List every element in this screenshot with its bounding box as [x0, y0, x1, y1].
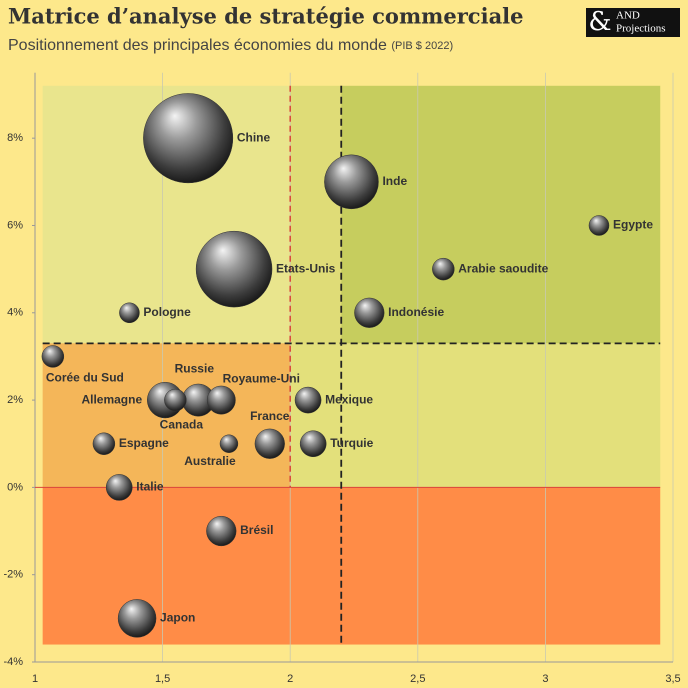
- y-tick-label: -4%: [3, 656, 23, 668]
- bubble: [432, 257, 455, 281]
- bubble: [164, 388, 187, 412]
- logo-line: AND: [616, 10, 640, 22]
- y-tick-label: -2%: [3, 569, 23, 581]
- bubble-label: Italie: [136, 480, 164, 494]
- logo-box: [586, 8, 680, 37]
- y-tick-label: 8%: [7, 132, 23, 144]
- bubble: [119, 302, 140, 324]
- bubble-label: Corée du Sud: [46, 371, 124, 385]
- bubble-label: Pologne: [143, 305, 191, 319]
- bubble: [324, 154, 379, 210]
- bubble: [105, 474, 133, 501]
- bubble-label: Egypte: [613, 218, 653, 232]
- bubble-label: Canada: [160, 417, 204, 431]
- logo-symbol: &: [588, 7, 611, 37]
- bubble-label: Allemagne: [81, 392, 142, 406]
- x-tick-label: 3: [542, 673, 548, 685]
- bubble-label: Etats-Unis: [276, 261, 336, 275]
- bubble-label: Brésil: [240, 523, 273, 537]
- bubble: [294, 386, 322, 414]
- bubble: [117, 599, 157, 638]
- bubbles: [41, 93, 610, 638]
- bubble-label: Turquie: [330, 436, 373, 450]
- bubble-label: France: [250, 409, 290, 423]
- bubble: [219, 434, 239, 453]
- bubble-label: Chine: [237, 130, 271, 144]
- x-tick-label: 2,5: [410, 673, 425, 685]
- x-tick-label: 1: [32, 673, 38, 685]
- x-tick-label: 1,5: [155, 673, 170, 685]
- bubble-label: Royaume-Uni: [223, 371, 300, 385]
- bubble-label: Russie: [175, 361, 215, 375]
- bubble: [354, 297, 385, 328]
- bubble-label: Inde: [382, 174, 407, 188]
- y-tick-label: 0%: [7, 481, 23, 493]
- bubble: [143, 93, 234, 184]
- bubble-label: Indonésie: [388, 305, 444, 319]
- subtitle-note: (PIB $ 2022): [391, 40, 453, 52]
- bubble: [254, 428, 285, 459]
- bubble-label: Arabie saoudite: [458, 261, 548, 275]
- y-tick-label: 6%: [7, 219, 23, 231]
- bubble: [92, 432, 116, 455]
- bubble: [195, 230, 273, 308]
- bubble: [206, 385, 236, 415]
- region: [290, 343, 661, 488]
- bubble: [41, 345, 65, 368]
- bubble-label: Espagne: [119, 436, 169, 450]
- bubble-label: Mexique: [325, 392, 373, 406]
- region: [290, 85, 342, 344]
- bubble-label: Japon: [160, 611, 195, 625]
- region: [341, 85, 661, 344]
- x-tick-label: 3,5: [665, 673, 680, 685]
- grid: 1 1,5 2 2,5 3 3,5 -4% -2% 0% 2% 4% 6% 8%: [3, 72, 681, 685]
- labels: Chine Etats-Unis Inde Egypte Arabie saoudite…: [46, 130, 653, 624]
- logo-line: Projections: [616, 23, 666, 35]
- bubble: [206, 515, 237, 547]
- chart-subtitle: Positionnement des principales économies…: [8, 37, 453, 54]
- bubble: [299, 430, 327, 458]
- chart-title: Matrice d’analyse de stratégie commercia…: [8, 4, 524, 29]
- x-tick-label: 2: [287, 673, 293, 685]
- bubble: [588, 215, 610, 236]
- subtitle: Positionnement des principales économies…: [8, 37, 387, 54]
- y-tick-label: 2%: [7, 394, 23, 406]
- bubble-label: Australie: [184, 454, 236, 468]
- y-tick-label: 4%: [7, 307, 23, 319]
